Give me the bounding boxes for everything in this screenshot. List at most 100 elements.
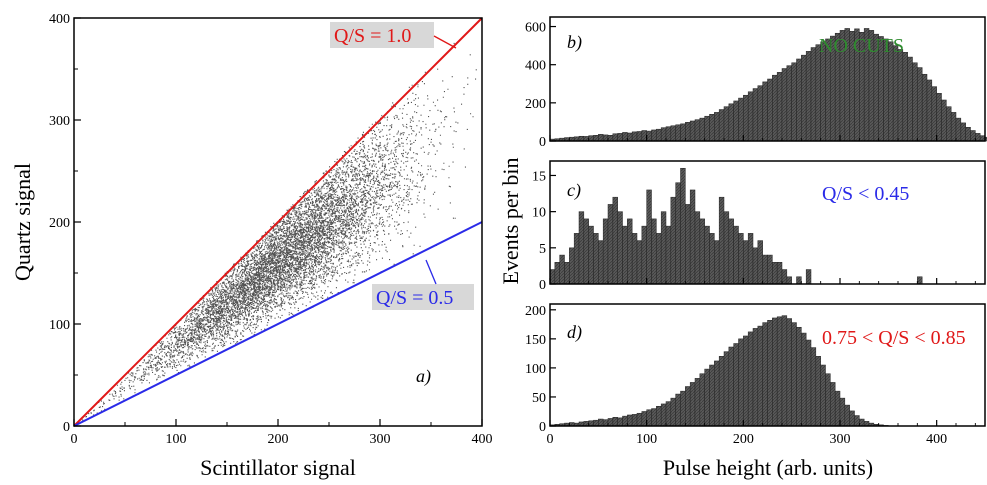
histogram-bar [752,247,759,285]
qs-05-pointer [425,259,437,285]
histogram-bar [786,318,792,427]
histogram-bar [854,415,860,427]
panel-label-b: b) [567,32,582,53]
annotation-qs-band: 0.75 < Q/S < 0.85 [822,327,966,349]
histogram-bar [743,335,749,427]
histogram-ticks: 0 50 100 150 200 0 100 200 300 400 [525,304,976,447]
histogram-bar [660,127,667,142]
histogram-bar [747,331,754,427]
x-tick-label: 0 [71,432,78,447]
panel-label-a: a) [416,366,431,387]
histogram-bar [733,225,739,285]
y-tick-label: 400 [49,12,70,27]
histogram-bar [757,240,763,285]
histogram-bar [718,356,725,427]
histogram-bar [675,124,681,142]
histogram-ticks: 0 200 400 600 [525,21,976,150]
histogram-bar [743,94,749,142]
histogram-x-axis-label: Pulse height (arb. units) [663,455,873,480]
histogram-bar [573,233,580,285]
histogram-bar [622,132,628,142]
histogram-bar [641,225,647,285]
histogram-bar [641,411,647,427]
histogram-bar [636,412,643,427]
histogram-bar [825,373,831,427]
histogram-bar [685,204,691,285]
histogram-bar [636,131,643,142]
qs-1-label: Q/S = 1.0 [334,25,411,47]
x-tick-label: 300 [370,432,391,447]
histogram-bar [699,373,705,427]
histogram-bar [631,131,638,142]
y-tick-label: 200 [49,216,70,231]
histogram-bar [796,276,802,285]
histogram-bar [554,262,560,285]
histogram-bar [781,68,788,142]
histogram-bar [627,414,633,427]
qs-05-label: Q/S = 0.5 [376,287,453,309]
histogram-bar [665,401,672,427]
y-tick-label: 0 [539,278,546,293]
histogram-bar [578,211,585,285]
histogram-bar [921,73,928,142]
histogram-bar [631,414,638,427]
histogram-bar [593,419,599,427]
histogram-bar [588,225,594,285]
histogram-bar [892,45,899,142]
y-tick-label: 400 [525,59,546,74]
histogram-bar [859,418,865,427]
histogram-bar [704,225,710,285]
histogram-bar [776,262,783,285]
y-tick-label: 300 [49,114,70,129]
histogram-bar [738,233,744,285]
x-tick-label: 200 [733,432,754,447]
histogram-bar [660,211,667,285]
histogram-bar [714,112,720,142]
histogram-bar [709,233,715,285]
histogram-bar [569,247,575,285]
histogram-frame [549,303,986,427]
histogram-bar [757,85,763,142]
y-tick-label: 0 [539,420,546,435]
scatter-axis-ticks: 0 100 200 300 400 0 100 200 300 400 [49,12,493,447]
qs-05-line [73,221,483,427]
histogram-bar [723,106,730,142]
histogram-bar [656,233,662,285]
x-tick-label: 0 [547,432,554,447]
histogram-bar [709,114,715,142]
histogram-bar [685,122,691,142]
histogram-bar [598,134,604,142]
qs-1-line [73,17,483,427]
histogram-bar [781,315,788,427]
histogram-bar [665,225,672,285]
histogram-bar [786,65,792,142]
histogram-bar [902,52,908,142]
histogram-bar [955,117,962,142]
histogram-bar [680,167,686,285]
histogram-bar [791,62,797,142]
histogram-bar [627,132,633,142]
scatter-panel: 0 100 200 300 400 0 100 200 300 400 Scintillator … [10,12,493,480]
histogram-bar [917,276,923,285]
histogram-bar [728,103,734,142]
y-tick-label: 200 [525,304,546,319]
histogram-bar [617,133,623,142]
y-tick-label: 5 [539,242,546,257]
histogram-bar [694,119,701,142]
histogram-no-cuts: 0 200 400 600 b) NO CUTS [525,16,987,150]
histogram-bar [617,417,623,427]
histogram-bar [743,240,749,285]
histogram-bar [762,322,768,427]
histogram-bar [665,126,672,142]
histogram-bar [723,211,730,285]
histogram-bar [810,347,817,427]
histogram-bar [670,196,676,285]
histogram-bar [728,218,734,285]
histogram-bar [747,91,754,142]
histogram-bar [950,112,957,142]
y-tick-label: 10 [532,206,546,221]
histogram-bar [767,78,773,142]
histogram-bar [849,410,855,427]
histogram-bar [670,125,676,142]
y-tick-label: 150 [525,333,546,348]
